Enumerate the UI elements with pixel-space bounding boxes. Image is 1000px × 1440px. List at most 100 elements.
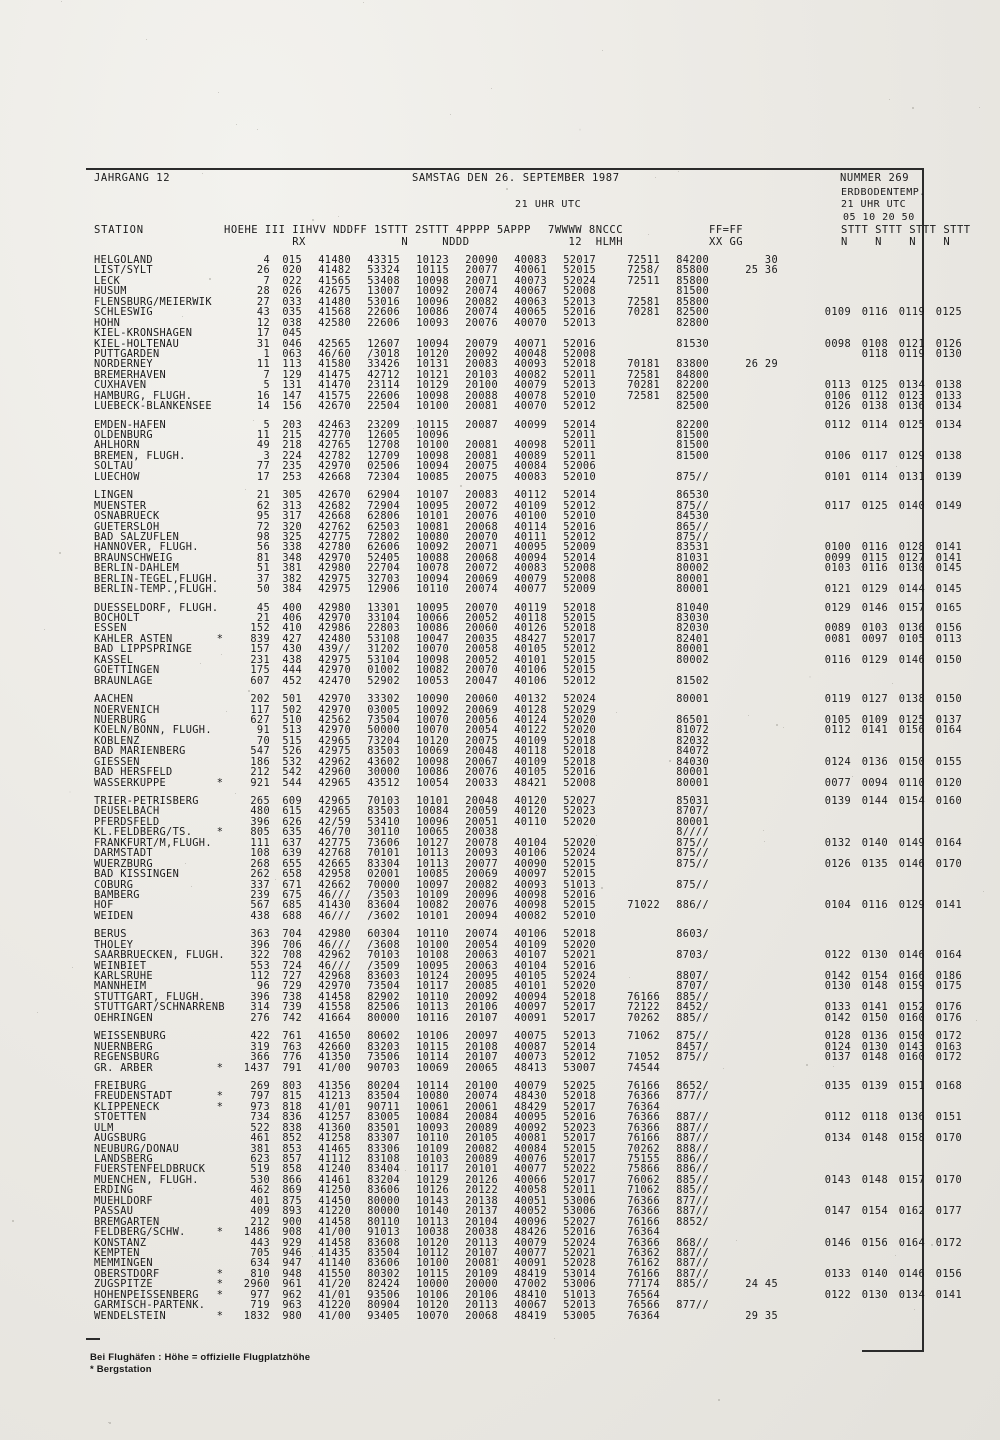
table-row[interactable]: NUERBURG 627 510 42562 73504 10070 20056 40124 5… — [0, 713, 1000, 726]
table-row[interactable]: KEMPTEN 705 946 41435 83504 10112 20107 40077 52… — [0, 1247, 1000, 1258]
table-row[interactable]: MEMMINGEN 634 947 41140 83606 10100 20081 40091… — [0, 1258, 1000, 1269]
table-row[interactable]: NUERNBERG 319 763 42660 83203 10115 20108 40087… — [0, 1041, 1000, 1052]
table-row[interactable]: LINGEN 21 305 42670 62904 10107 20083 40112 5201… — [0, 490, 1000, 501]
table-row[interactable]: HOHENPEISSENBERG * 977 962 41/01 93506 10106 20… — [0, 1289, 1000, 1300]
table-row[interactable]: KARLSRUHE 112 727 42968 83603 10124 20095 40105… — [0, 971, 1000, 982]
table-row[interactable]: FUERSTENFELDBRUCK 519 858 41240 83404 10117 20… — [0, 1164, 1000, 1175]
table-row[interactable]: DARMSTADT 108 639 42768 70101 10113 20093 40106… — [0, 848, 1000, 859]
table-row[interactable]: WENDELSTEIN * 1832 980 41/00 93405 10070 20068 4… — [0, 1310, 1000, 1321]
table-row[interactable]: BAD LIPPSPRINGE 157 430 439// 31202 10070 2005… — [0, 643, 1000, 656]
table-row[interactable]: EMDEN-HAFEN 5 203 42463 23209 10115 20087 40099… — [0, 419, 1000, 430]
table-row[interactable]: ULM 522 838 41360 83501 10093 20089 40092 52023 7… — [0, 1122, 1000, 1133]
table-row[interactable]: AACHEN 202 501 42970 33302 10090 20060 40132 520… — [0, 694, 1000, 705]
table-row[interactable]: WEINBIET 553 724 46/// /3509 10095 20063 40104 5… — [0, 960, 1000, 971]
table-row[interactable]: HOHN 12 038 42580 22606 10093 20076 40070 52013 8… — [0, 317, 1000, 328]
table-row[interactable]: MUENCHEN, FLUGH. 530 866 41461 83204 10129 201… — [0, 1174, 1000, 1185]
table-row[interactable]: KOELN/BONN, FLUGH. 91 513 42970 50000 10070 20… — [0, 725, 1000, 736]
table-row[interactable]: PFERDSFELD 396 626 42/59 53410 10096 20051 4011… — [0, 816, 1000, 827]
table-row[interactable]: SAARBRUECKEN, FLUGH. 322 708 42962 70103 1010… — [0, 950, 1000, 961]
station-name: BRAUNSCHWEIG — [94, 551, 173, 564]
table-row[interactable]: FLENSBURG/MEIERWIK 27 033 41480 53016 10096 20… — [0, 296, 1000, 307]
table-row[interactable]: FELDBERG/SCHW. * 1486 908 41/00 91013 10038 200… — [0, 1227, 1000, 1238]
table-row[interactable]: HAMBURG, FLUGH. 16 147 41575 22606 10098 20088… — [0, 390, 1000, 401]
table-row[interactable]: BERLIN-DAHLEM 51 381 42980 22704 10078 20072 40… — [0, 563, 1000, 574]
table-row[interactable]: HUSUM 28 026 42675 13007 10092 20074 40067 52008… — [0, 286, 1000, 297]
table-row[interactable]: KONSTANZ 443 929 41458 83608 10120 20113 40079 5… — [0, 1237, 1000, 1248]
table-row[interactable]: NEUBURG/DONAU 381 853 41465 83306 10109 20082 4… — [0, 1143, 1000, 1154]
table-row[interactable]: BAD MARIENBERG 547 526 42975 83503 10069 20048… — [0, 746, 1000, 757]
table-row[interactable]: WEISSENBURG 422 761 41650 80602 10106 20097 400… — [0, 1031, 1000, 1042]
table-row[interactable]: MANNHEIM 96 729 42970 73504 10117 20085 40101 52… — [0, 981, 1000, 992]
table-row[interactable]: LIST/SYLT 26 020 41482 53324 10115 20077 40061 5… — [0, 265, 1000, 276]
table-row[interactable]: OBERSTDORF * 810 948 41550 80302 10115 20109 484… — [0, 1268, 1000, 1279]
table-row[interactable]: GARMISCH-PARTENK. 719 963 41220 80904 10120 20… — [0, 1300, 1000, 1311]
table-row[interactable]: BRAUNSCHWEIG 81 348 42970 52405 10088 20068 400… — [0, 551, 1000, 564]
table-row[interactable]: NORDERNEY 11 113 41580 33426 10131 20083 40093 5… — [0, 359, 1000, 370]
table-row[interactable]: KIEL-KRONSHAGEN 17 045 — [0, 328, 1000, 339]
table-row[interactable]: MUEHLDORF 401 875 41450 80000 10143 20138 40051… — [0, 1195, 1000, 1206]
table-row[interactable]: HANNOVER, FLUGH. 56 338 42780 62606 10092 2007… — [0, 542, 1000, 553]
table-row[interactable]: TRIER-PETRISBERG 265 609 42965 70103 10101 200… — [0, 796, 1000, 807]
table-row[interactable]: KAHLER ASTEN * 839 427 42480 53108 10047 20035 4… — [0, 633, 1000, 644]
table-row[interactable]: HOF 567 685 41430 83604 10082 20076 40098 52015 7… — [0, 900, 1000, 911]
table-row[interactable]: GOETTINGEN 175 444 42970 01002 10082 20070 4010… — [0, 665, 1000, 676]
table-row[interactable]: AUGSBURG 461 852 41258 83307 10110 20105 40081 5… — [0, 1133, 1000, 1144]
table-row[interactable]: LANDSBERG 623 857 41112 83108 10103 20089 40076… — [0, 1154, 1000, 1165]
table-row[interactable]: OLDENBURG 11 215 42770 12605 10096 52011 81500 — [0, 430, 1000, 441]
table-row[interactable]: PUTTGARDEN 1 063 46/60/3018 10120 20092 40048 5… — [0, 348, 1000, 359]
table-row[interactable]: WUERZBURG 268 655 42665 83304 10113 20077 40090… — [0, 858, 1000, 869]
table-row[interactable]: BRAUNLAGE 607 452 42470 52902 10053 20047 40106… — [0, 675, 1000, 686]
table-row[interactable]: SOLTAU 77 235 42970 02506 10094 20075 40084 5200… — [0, 461, 1000, 472]
table-row[interactable]: BAD SALZUFLEN 98 325 42775 72802 10080 20070 40… — [0, 531, 1000, 542]
table-row[interactable]: BREMERHAVEN 7 129 41475 42712 10121 20103 40082… — [0, 369, 1000, 380]
station-altitude: 157 — [250, 643, 270, 656]
group-nddff: 73504 — [367, 713, 400, 726]
table-row[interactable]: LUECHOW 17 253 42668 72304 10085 20075 40083 520… — [0, 471, 1000, 482]
table-row[interactable]: PASSAU 409 893 41220 80000 10140 20137 40052 530… — [0, 1206, 1000, 1217]
table-row[interactable]: ERDING 462 869 41250 83606 10126 20122 40058 520… — [0, 1185, 1000, 1196]
table-row[interactable]: FRANKFURT/M,FLUGH. 111 637 42775 73606 10127 2… — [0, 837, 1000, 848]
table-row[interactable]: ESSEN 152 410 42986 22803 10086 20060 40126 5201… — [0, 623, 1000, 634]
table-row[interactable]: GR. ARBER * 1437 791 41/00 90703 10069 20065 484… — [0, 1062, 1000, 1073]
table-row[interactable]: OSNABRUECK 95 317 42668 62806 10101 20076 40100… — [0, 511, 1000, 522]
table-row[interactable]: LUEBECK-BLANKENSEE 14 156 42670 22504 10100 20… — [0, 401, 1000, 412]
table-row[interactable]: KLIPPENECK * 973 818 41/01 90711 10061 20061 484… — [0, 1101, 1000, 1112]
table-row[interactable]: GIESSEN 186 532 42962 43602 10098 20067 40109 52… — [0, 756, 1000, 767]
table-row[interactable]: FREIBURG 269 803 41356 80204 10114 20100 40079 5… — [0, 1080, 1000, 1091]
table-row[interactable]: BERLIN-TEMP.,FLUGH. 50 384 42975 12906 10110 2… — [0, 584, 1000, 595]
group-2sttt: 20096 — [465, 888, 498, 901]
table-row[interactable]: BREMEN, FLUGH. 3 224 42782 12709 10098 20081 40… — [0, 450, 1000, 461]
table-row[interactable]: DEUSELBACH 480 615 42965 83503 10084 20059 4012… — [0, 806, 1000, 817]
table-row[interactable]: WASSERKUPPE * 921 544 42965 43512 10054 20033 48… — [0, 777, 1000, 788]
table-row[interactable]: KOBLENZ 70 515 42965 73204 10120 20075 40109 520… — [0, 735, 1000, 746]
table-row[interactable]: HELGOLAND 4 015 41480 43315 10123 20090 40083 52… — [0, 255, 1000, 266]
table-row[interactable]: BAMBERG 239 675 46/// /3503 10109 20096 40098 52… — [0, 888, 1000, 901]
table-row[interactable]: LECK 7 022 41565 53408 10098 20071 40073 52024 72… — [0, 275, 1000, 286]
table-row[interactable]: NOERVENICH 117 502 42970 03005 10092 20069 4012… — [0, 704, 1000, 715]
table-row[interactable]: COBURG 337 671 42662 70000 10097 20082 40093 510… — [0, 879, 1000, 890]
table-row[interactable]: ZUGSPITZE * 2960 961 41/20 82424 10000 20000 470… — [0, 1279, 1000, 1290]
table-row[interactable]: STOETTEN 734 836 41257 83005 10084 20084 40095 5… — [0, 1112, 1000, 1123]
table-row[interactable]: KL.FELDBERG/TS. * 805 635 46/70 30110 10065 200… — [0, 827, 1000, 838]
table-row[interactable]: BREMGARTEN 212 900 41458 80110 10113 20104 4009… — [0, 1216, 1000, 1227]
table-row[interactable]: DUESSELDORF, FLUGH. 45 400 42980 13301 10095 2… — [0, 602, 1000, 613]
table-row[interactable]: MUENSTER 62 313 42682 72904 10095 20072 40109 52… — [0, 500, 1000, 511]
table-row[interactable]: REGENSBURG 366 776 41350 73506 10114 20107 4007… — [0, 1052, 1000, 1063]
table-row[interactable]: KIEL-HOLTENAU 31 046 42565 12607 10094 20079 40… — [0, 338, 1000, 349]
table-row[interactable]: CUXHAVEN 5 131 41470 23114 10129 20100 40079 520… — [0, 380, 1000, 391]
table-row[interactable]: BAD KISSINGEN 262 658 42958 02001 10085 20069 4… — [0, 869, 1000, 880]
table-row[interactable]: WEIDEN 438 688 46/// /3602 10101 20094 40082 520… — [0, 910, 1000, 921]
table-row[interactable]: STUTTGART/SCHNARRENB 314 739 41558 82506 1011… — [0, 1002, 1000, 1013]
table-row[interactable]: GUETERSLOH 72 320 42762 62503 10081 20068 40114… — [0, 521, 1000, 532]
table-row[interactable]: BAD HERSFELD 212 542 42960 30000 10086 20076 40… — [0, 767, 1000, 778]
table-row[interactable]: AHLHORN 49 218 42765 12708 10100 20081 40098 520… — [0, 440, 1000, 451]
table-row[interactable]: KASSEL 231 438 42975 53104 10098 20052 40101 520… — [0, 654, 1000, 665]
table-row[interactable]: BERLIN-TEGEL,FLUGH. 37 382 42975 32703 10094 2… — [0, 573, 1000, 584]
table-row[interactable]: SCHLESWIG 43 035 41568 22606 10086 20074 40065 5… — [0, 307, 1000, 318]
table-row[interactable]: FREUDENSTADT * 797 815 41213 83504 10080 20074 4… — [0, 1091, 1000, 1102]
table-row[interactable]: BERUS 363 704 42980 60304 10110 20074 40106 5201… — [0, 929, 1000, 940]
table-row[interactable]: THOLEY 396 706 46/// /3608 10100 20054 40109 520… — [0, 939, 1000, 950]
table-row[interactable]: STUTTGART, FLUGH. 396 738 41458 82902 10110 20… — [0, 991, 1000, 1002]
table-row[interactable]: OEHRINGEN 276 742 41664 80000 10116 20107 40091… — [0, 1012, 1000, 1023]
table-row[interactable]: BOCHOLT 21 406 42970 33104 10066 20052 40118 520… — [0, 613, 1000, 624]
